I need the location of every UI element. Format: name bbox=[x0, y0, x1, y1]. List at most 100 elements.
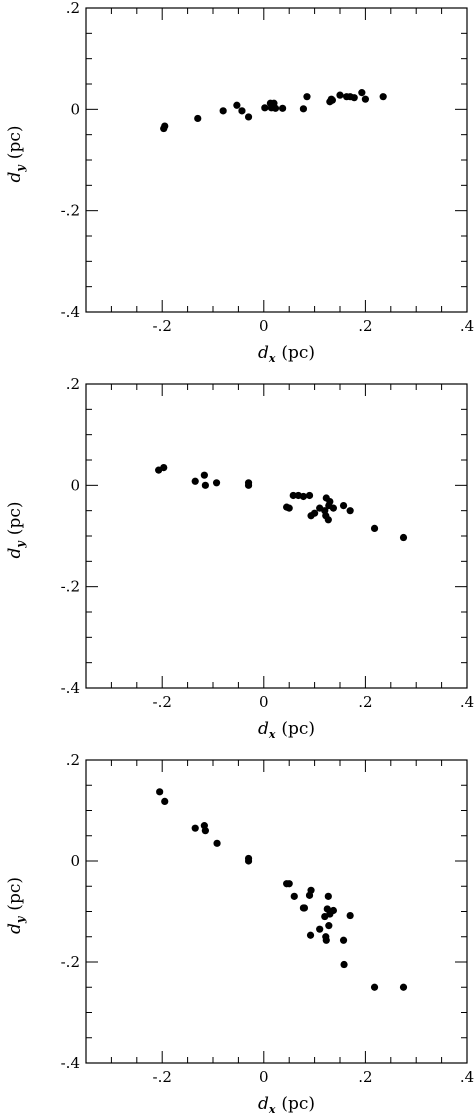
data-point bbox=[261, 104, 269, 112]
axis-unit: (pc) bbox=[5, 126, 25, 160]
x-tick-label: 0 bbox=[259, 317, 269, 335]
data-point bbox=[213, 839, 221, 847]
y-tick-label: .2 bbox=[66, 375, 80, 393]
y-tick-label: -.4 bbox=[61, 303, 80, 321]
data-point bbox=[244, 481, 253, 489]
data-point bbox=[160, 124, 168, 133]
plot-frame bbox=[85, 7, 468, 313]
data-point bbox=[201, 481, 209, 489]
data-point bbox=[191, 477, 199, 485]
y-tick-label: .2 bbox=[66, 751, 80, 769]
y-axis-label: dy (pc) bbox=[5, 126, 27, 183]
data-point bbox=[322, 936, 330, 944]
data-point bbox=[329, 906, 337, 915]
data-point bbox=[271, 104, 280, 112]
data-point bbox=[339, 502, 348, 510]
data-point bbox=[191, 824, 199, 832]
data-point bbox=[194, 114, 202, 123]
data-point bbox=[339, 936, 348, 944]
axis-unit: (pc) bbox=[5, 877, 25, 911]
x-tick-label: 0 bbox=[259, 693, 269, 711]
x-tick-label: -.2 bbox=[153, 693, 172, 711]
y-tick-label: -.2 bbox=[61, 202, 80, 220]
data-point bbox=[311, 509, 319, 517]
data-point bbox=[212, 479, 221, 487]
data-point bbox=[328, 96, 336, 104]
panel-top: -.2 0.2.4.20-.2-.4dx (pc)dy(pc) bbox=[5, 0, 474, 365]
data-point bbox=[160, 464, 168, 472]
axis-symbol: d bbox=[258, 1094, 269, 1114]
data-point bbox=[370, 524, 379, 533]
data-point bbox=[299, 105, 308, 113]
data-point bbox=[361, 95, 369, 103]
data-point bbox=[346, 911, 354, 920]
axis-symbol: d bbox=[5, 171, 25, 182]
x-axis-label: dx (pc) bbox=[258, 1094, 315, 1116]
data-point bbox=[289, 491, 297, 500]
data-point bbox=[299, 492, 308, 501]
data-point bbox=[303, 93, 311, 101]
data-point bbox=[278, 104, 287, 112]
data-point bbox=[379, 93, 387, 101]
y-tick-label: -.2 bbox=[61, 578, 80, 596]
data-point bbox=[370, 983, 379, 991]
data-point bbox=[336, 91, 344, 99]
data-point bbox=[307, 886, 315, 894]
data-point bbox=[156, 788, 164, 796]
data-point bbox=[201, 827, 209, 835]
x-tick-label: .2 bbox=[358, 693, 372, 711]
data-point bbox=[161, 797, 169, 806]
axis-unit: (pc) bbox=[281, 343, 315, 363]
y-tick-label: 0 bbox=[70, 852, 80, 870]
data-point bbox=[285, 504, 293, 512]
data-point bbox=[244, 857, 253, 865]
x-tick-label: .4 bbox=[460, 317, 474, 335]
x-tick-label: .2 bbox=[358, 1068, 372, 1086]
data-point bbox=[324, 892, 332, 900]
x-axis-label: dx (pc) bbox=[258, 719, 315, 741]
y-tick-label: -.2 bbox=[61, 953, 80, 971]
data-point bbox=[329, 504, 337, 512]
x-tick-label: -.2 bbox=[153, 317, 172, 335]
data-point bbox=[340, 960, 348, 969]
plot-frame bbox=[85, 759, 468, 1064]
axis-symbol: d bbox=[258, 719, 269, 739]
axis-unit: (pc) bbox=[281, 719, 315, 739]
axis-subscript: y bbox=[14, 164, 27, 173]
axis-subscript: y bbox=[14, 915, 27, 924]
axis-subscript: x bbox=[268, 728, 276, 741]
y-tick-label: 0 bbox=[70, 476, 80, 494]
plot-frame bbox=[85, 383, 468, 689]
axis-unit: (pc) bbox=[281, 1094, 315, 1114]
data-point bbox=[306, 931, 315, 939]
panel-bottom: -.2 0.2.4.20-.2-.4dx (pc)dy(pc) bbox=[5, 751, 474, 1116]
y-tick-label: 0 bbox=[70, 100, 80, 118]
data-point bbox=[399, 983, 408, 991]
data-point bbox=[326, 497, 334, 506]
data-point bbox=[346, 507, 354, 515]
x-tick-label: .4 bbox=[460, 693, 474, 711]
y-tick-label: .2 bbox=[66, 0, 80, 17]
data-point bbox=[285, 880, 293, 888]
data-point bbox=[399, 533, 408, 542]
axis-symbol: d bbox=[5, 923, 25, 934]
data-point bbox=[219, 107, 227, 115]
y-tick-label: -.4 bbox=[61, 1054, 80, 1072]
axis-subscript: x bbox=[268, 1103, 276, 1116]
data-point bbox=[200, 471, 208, 479]
axis-unit: (pc) bbox=[5, 502, 25, 536]
data-point bbox=[290, 892, 298, 900]
data-point bbox=[316, 925, 324, 933]
x-tick-label: .2 bbox=[358, 317, 372, 335]
axis-symbol: d bbox=[258, 343, 269, 363]
data-point bbox=[358, 89, 366, 97]
y-axis-label: dy (pc) bbox=[5, 502, 27, 559]
axis-subscript: y bbox=[14, 540, 27, 549]
x-tick-label: .4 bbox=[460, 1068, 474, 1086]
axis-symbol: d bbox=[5, 547, 25, 558]
data-point bbox=[350, 94, 358, 102]
x-tick-label: -.2 bbox=[153, 1068, 172, 1086]
y-axis-label: dy (pc) bbox=[5, 877, 27, 934]
data-point bbox=[233, 101, 241, 109]
